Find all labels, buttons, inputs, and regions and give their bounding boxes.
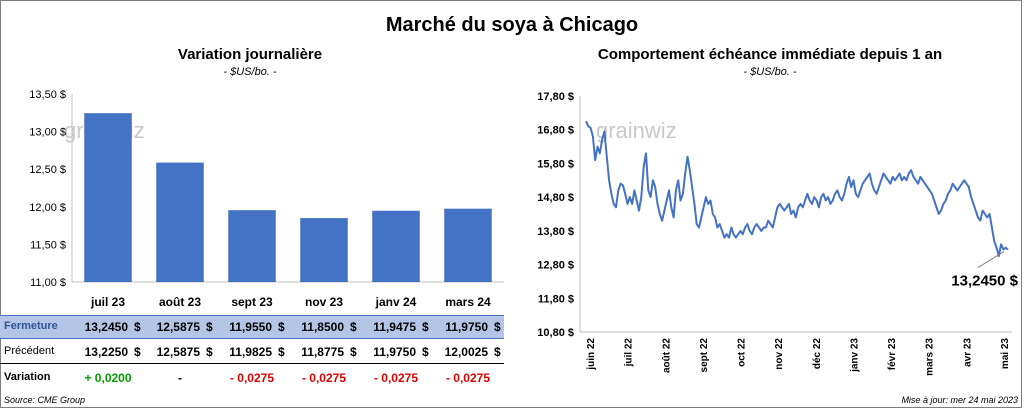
x-tick-label: sept 23 xyxy=(231,295,273,309)
fermeture-cell: 12,5875 xyxy=(156,320,200,334)
x-tick-label: nov 23 xyxy=(305,295,343,309)
row-label-precedent: Précédent xyxy=(4,345,55,357)
bar xyxy=(84,113,132,282)
currency-symbol: $ xyxy=(494,345,501,359)
fermeture-cell: 11,9475 xyxy=(373,320,416,334)
variation-cell: - 0,0275 xyxy=(301,371,347,385)
annotation-leader xyxy=(977,251,1005,268)
bar xyxy=(444,208,492,282)
price-line xyxy=(585,120,1009,258)
y-tick-label: 13,50 $ xyxy=(29,89,66,101)
y-tick-label: 13,80 $ xyxy=(537,226,574,238)
x-tick-label: mars 23 xyxy=(925,338,936,376)
main-title: Marché du soya à Chicago xyxy=(385,14,639,36)
x-tick-label: juil 22 xyxy=(624,338,635,368)
variation-cell: - 0,0275 xyxy=(445,371,491,385)
bar xyxy=(300,218,348,282)
x-tick-label: déc 22 xyxy=(812,338,823,370)
bar xyxy=(228,210,276,282)
x-tick-label: août 22 xyxy=(661,338,672,373)
bar-chart: grainwiz11,00 $11,50 $12,00 $12,50 $13,0… xyxy=(29,89,504,309)
line-chart-subtitle: - $US/bo. - xyxy=(743,66,797,78)
currency-symbol: $ xyxy=(206,320,213,334)
row-label-fermeture: Fermeture xyxy=(4,320,58,332)
x-tick-label: mars 24 xyxy=(445,295,491,309)
fermeture-cell: 11,8500 xyxy=(301,320,344,334)
bar xyxy=(372,210,420,282)
precedent-cell: 11,9750 xyxy=(373,345,416,359)
precedent-cell: 11,9825 xyxy=(229,345,272,359)
x-tick-label: mai 23 xyxy=(1000,338,1011,370)
source-note: Source: CME Group xyxy=(4,395,86,405)
y-tick-label: 12,80 $ xyxy=(537,260,574,272)
row-label-variation: Variation xyxy=(4,371,51,383)
bar-chart-subtitle: - $US/bo. - xyxy=(223,66,277,78)
variation-cell: - 0,0275 xyxy=(373,371,419,385)
variation-cell: - xyxy=(178,371,182,385)
watermark: grainwiz xyxy=(596,118,677,143)
x-tick-label: juin 22 xyxy=(586,338,597,371)
bar-chart-title: Variation journalière xyxy=(177,46,323,63)
y-tick-label: 12,00 $ xyxy=(29,202,66,214)
currency-symbol: $ xyxy=(134,345,141,359)
precedent-cell: 13,2250 xyxy=(84,345,128,359)
y-tick-label: 10,80 $ xyxy=(537,327,574,339)
variation-cell: + 0,0200 xyxy=(84,371,132,385)
line-chart: grainwiz 10,80 $ 11,80 $ 12,80 $ 13,80 $ 14,8… xyxy=(537,91,1018,376)
x-tick-label: sept 22 xyxy=(699,338,710,373)
y-tick-label: 11,00 $ xyxy=(30,277,66,289)
x-tick-label: nov 22 xyxy=(774,338,785,370)
y-tick-label: 16,80 $ xyxy=(537,125,574,137)
y-tick-label: 15,80 $ xyxy=(537,158,574,170)
fermeture-cell: 11,9750 xyxy=(445,320,488,334)
bar xyxy=(156,162,204,282)
currency-symbol: $ xyxy=(350,345,357,359)
currency-symbol: $ xyxy=(350,320,357,334)
update-note: Mise à jour: mer 24 mai 2023 xyxy=(901,395,1018,405)
x-tick-label: oct 22 xyxy=(737,338,748,367)
fermeture-cell: 13,2450 xyxy=(84,320,128,334)
currency-symbol: $ xyxy=(494,320,501,334)
x-tick-label: août 23 xyxy=(159,295,201,309)
x-tick-label: févr 23 xyxy=(887,338,898,371)
currency-symbol: $ xyxy=(278,320,285,334)
x-tick-label: avr 23 xyxy=(962,338,973,367)
precedent-cell: 12,5875 xyxy=(156,345,200,359)
variation-cell: - 0,0275 xyxy=(229,371,275,385)
line-chart-title: Comportement échéance immédiate depuis 1… xyxy=(597,46,943,63)
x-tick-label: janv 23 xyxy=(849,338,860,373)
currency-symbol: $ xyxy=(134,320,141,334)
y-tick-label: 12,50 $ xyxy=(29,164,66,176)
fermeture-cell: 11,9550 xyxy=(229,320,272,334)
x-tick-label: juil 23 xyxy=(90,295,125,309)
y-tick-label: 17,80 $ xyxy=(537,91,574,103)
y-tick-label: 11,50 $ xyxy=(30,239,66,251)
table-row-variation: Variation + 0,0200 - - 0,0275 - 0,0275 - 0,0… xyxy=(0,367,504,389)
precedent-cell: 11,8775 xyxy=(301,345,344,359)
y-tick-label: 11,80 $ xyxy=(538,293,574,305)
y-tick-label: 14,80 $ xyxy=(537,192,574,204)
currency-symbol: $ xyxy=(422,345,429,359)
currency-symbol: $ xyxy=(278,345,285,359)
last-value-label: 13,2450 $ xyxy=(951,273,1018,290)
x-tick-label: janv 24 xyxy=(375,295,417,309)
currency-symbol: $ xyxy=(206,345,213,359)
y-tick-label: 13,00 $ xyxy=(29,127,66,139)
precedent-cell: 12,0025 xyxy=(444,345,488,359)
currency-symbol: $ xyxy=(422,320,429,334)
table-row-fermeture: Fermeture 13,2450 $12,5875 $11,9550 $11,850… xyxy=(0,315,504,339)
table-row-precedent: Précédent 13,2250 $12,5875 $11,9825 $11,877… xyxy=(0,341,504,364)
